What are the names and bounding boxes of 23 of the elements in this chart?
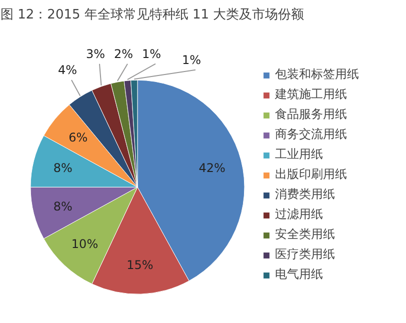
data-label: 3% bbox=[86, 46, 106, 61]
data-label: 42% bbox=[198, 160, 226, 175]
legend-label: 工业用纸 bbox=[275, 146, 323, 163]
legend-label: 包装和标签用纸 bbox=[275, 66, 359, 83]
legend-label: 消费类用纸 bbox=[275, 186, 335, 203]
legend-label: 医疗类用纸 bbox=[275, 246, 335, 263]
legend-label: 出版印刷用纸 bbox=[275, 166, 347, 183]
data-label: 1% bbox=[142, 46, 162, 61]
legend-label: 过滤用纸 bbox=[275, 206, 323, 223]
legend-label: 安全类用纸 bbox=[275, 226, 335, 243]
data-label: 8% bbox=[53, 199, 72, 214]
legend-label: 商务交流用纸 bbox=[275, 126, 347, 143]
data-label: 4% bbox=[58, 63, 78, 77]
data-label: 6% bbox=[68, 130, 88, 145]
data-label: 8% bbox=[53, 160, 72, 175]
data-label: 1% bbox=[182, 52, 202, 67]
data-label: 10% bbox=[71, 236, 98, 251]
data-label: 15% bbox=[126, 258, 154, 272]
legend-label: 建筑施工用纸 bbox=[275, 86, 347, 103]
chart-title: 图 12：2015 年全球常见特种纸 11 大类及市场份额 bbox=[0, 8, 304, 22]
legend-label: 食品服务用纸 bbox=[275, 106, 347, 123]
legend-label: 电气用纸 bbox=[275, 266, 323, 283]
data-label: 2% bbox=[114, 46, 134, 61]
